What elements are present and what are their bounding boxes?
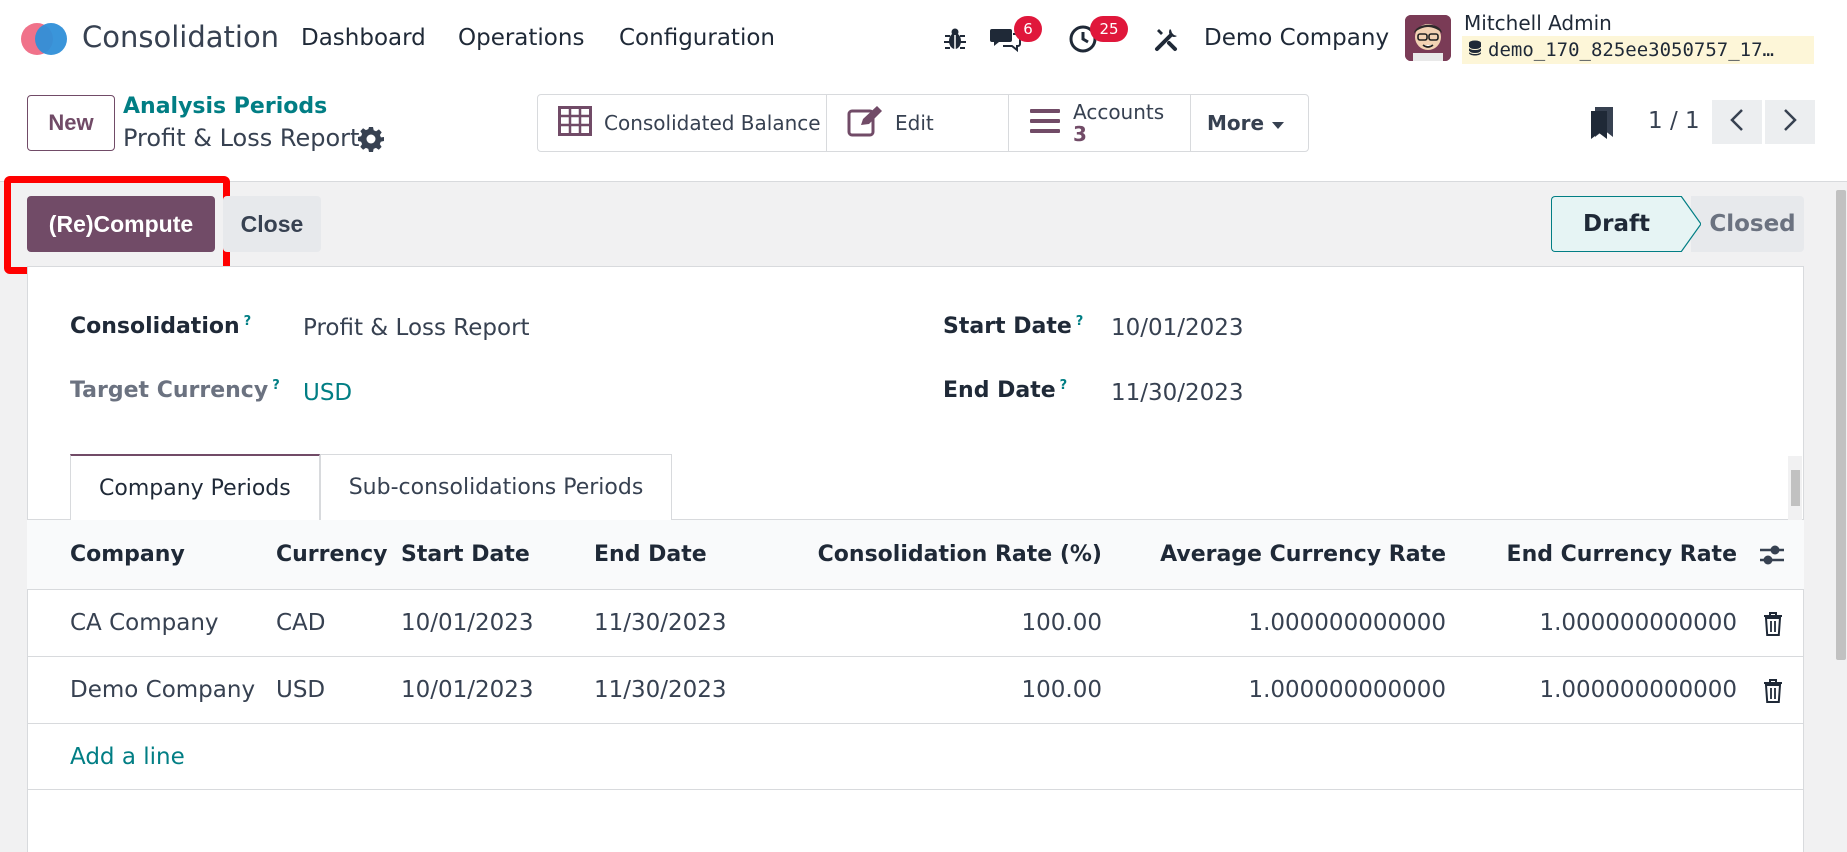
consolidated-balance-label: Consolidated Balance (604, 111, 821, 135)
optional-columns-sliders-icon[interactable] (1758, 542, 1786, 572)
cell-company[interactable]: CA Company (70, 610, 219, 636)
consolidated-balance-button[interactable]: Consolidated Balance (538, 95, 827, 151)
notebook-tabs: Company Periods Sub-consolidations Perio… (70, 454, 673, 520)
consolidation-label: Consolidation? (70, 314, 252, 339)
trash-icon[interactable] (1762, 611, 1784, 637)
pager-value[interactable]: 1 / 1 (1648, 108, 1700, 134)
messages-count-badge: 6 (1014, 16, 1042, 42)
cell-end-date[interactable]: 11/30/2023 (594, 610, 727, 636)
menu-dashboard[interactable]: Dashboard (301, 25, 426, 51)
target-currency-value[interactable]: USD (303, 380, 353, 406)
edit-label: Edit (895, 111, 934, 135)
column-currency[interactable]: Currency (276, 542, 388, 567)
top-navbar: Consolidation Dashboard Operations Confi… (0, 0, 1847, 80)
help-tooltip-icon[interactable]: ? (272, 378, 280, 393)
tools-icon[interactable] (1150, 22, 1184, 56)
start-date-value[interactable]: 10/01/2023 (1111, 315, 1244, 341)
start-date-label: Start Date? (943, 314, 1084, 339)
column-start-date[interactable]: Start Date (401, 542, 530, 567)
cell-start-date[interactable]: 10/01/2023 (401, 677, 534, 703)
company-switcher[interactable]: Demo Company (1204, 25, 1390, 51)
recompute-button[interactable]: (Re)Compute (27, 196, 215, 252)
cell-start-date[interactable]: 10/01/2023 (401, 610, 534, 636)
close-button[interactable]: Close (223, 196, 321, 252)
activities-count-badge: 25 (1090, 16, 1128, 42)
tab-company-periods[interactable]: Company Periods (70, 454, 320, 520)
edit-pencil-icon (847, 105, 883, 142)
more-label: More (1207, 111, 1265, 135)
database-name-chip: demo_170_825ee3050757_17… (1462, 36, 1814, 64)
stage-statusbar: Closed Draft (1551, 196, 1804, 252)
help-tooltip-icon[interactable]: ? (1059, 378, 1068, 393)
cell-end-currency-rate[interactable]: 1.000000000000 (1539, 610, 1737, 636)
bookmark-icon[interactable] (1589, 106, 1615, 144)
menu-operations[interactable]: Operations (458, 25, 585, 51)
record-title: Profit & Loss Report (123, 124, 360, 152)
page-scrollbar-thumb[interactable] (1836, 190, 1846, 660)
accounts-count: 3 (1073, 122, 1087, 146)
table-row[interactable]: Demo Company USD 10/01/2023 11/30/2023 1… (27, 657, 1804, 724)
menu-configuration[interactable]: Configuration (619, 25, 775, 51)
smart-buttons-bar: Consolidated Balance Edit Accounts 3 Mor… (537, 94, 1309, 152)
target-currency-label: Target Currency? (70, 378, 280, 403)
column-end-currency-rate[interactable]: End Currency Rate (1506, 542, 1737, 567)
stage-closed[interactable]: Closed (1691, 196, 1804, 252)
end-date-label: End Date? (943, 378, 1068, 403)
consolidation-value[interactable]: Profit & Loss Report (303, 315, 530, 341)
app-logo-icon[interactable] (21, 23, 69, 55)
pager-previous-button[interactable] (1712, 100, 1762, 144)
list-bars-icon (1029, 107, 1061, 140)
app-title[interactable]: Consolidation (82, 20, 280, 54)
new-button[interactable]: New (27, 95, 115, 151)
database-name: demo_170_825ee3050757_17… (1488, 39, 1774, 61)
cell-company[interactable]: Demo Company (70, 677, 256, 703)
stage-draft[interactable]: Draft (1551, 196, 1681, 252)
cell-consolidation-rate[interactable]: 100.00 (1021, 610, 1102, 636)
cell-end-date[interactable]: 11/30/2023 (594, 677, 727, 703)
cell-consolidation-rate[interactable]: 100.00 (1021, 677, 1102, 703)
table-grid-icon (558, 105, 592, 141)
chevron-right-icon (1783, 108, 1797, 136)
tab-sub-consolidations-periods[interactable]: Sub-consolidations Periods (319, 454, 673, 520)
tabs-scrollbar-thumb[interactable] (1791, 470, 1800, 506)
cell-end-currency-rate[interactable]: 1.000000000000 (1539, 677, 1737, 703)
column-end-date[interactable]: End Date (594, 542, 707, 567)
user-name[interactable]: Mitchell Admin (1464, 11, 1612, 35)
more-dropdown[interactable]: More (1191, 95, 1308, 151)
help-tooltip-icon[interactable]: ? (1075, 314, 1084, 329)
tabs-divider (27, 519, 1804, 520)
trash-icon[interactable] (1762, 678, 1784, 704)
user-avatar[interactable] (1405, 15, 1451, 61)
database-icon (1468, 39, 1482, 61)
cell-currency[interactable]: USD (276, 677, 326, 703)
breadcrumb-analysis-periods[interactable]: Analysis Periods (123, 94, 328, 119)
table-bottom-divider (27, 789, 1804, 790)
accounts-label: Accounts (1073, 100, 1165, 124)
edit-button[interactable]: Edit (827, 95, 1009, 151)
accounts-button[interactable]: Accounts 3 (1009, 95, 1191, 151)
column-average-currency-rate[interactable]: Average Currency Rate (1160, 542, 1446, 567)
debug-bug-icon[interactable] (938, 22, 972, 56)
cell-average-currency-rate[interactable]: 1.000000000000 (1248, 677, 1446, 703)
chevron-left-icon (1730, 108, 1744, 136)
cell-average-currency-rate[interactable]: 1.000000000000 (1248, 610, 1446, 636)
caret-down-icon (1272, 111, 1285, 135)
cell-currency[interactable]: CAD (276, 610, 326, 636)
help-tooltip-icon[interactable]: ? (243, 314, 252, 329)
table-header: Company Currency Start Date End Date Con… (27, 520, 1804, 590)
end-date-value[interactable]: 11/30/2023 (1111, 380, 1244, 406)
column-consolidation-rate[interactable]: Consolidation Rate (%) (817, 542, 1102, 567)
gear-icon[interactable] (358, 126, 384, 152)
table-row[interactable]: CA Company CAD 10/01/2023 11/30/2023 100… (27, 590, 1804, 657)
add-a-line-link[interactable]: Add a line (70, 744, 185, 770)
column-company[interactable]: Company (70, 542, 185, 567)
pager-next-button[interactable] (1765, 100, 1815, 144)
